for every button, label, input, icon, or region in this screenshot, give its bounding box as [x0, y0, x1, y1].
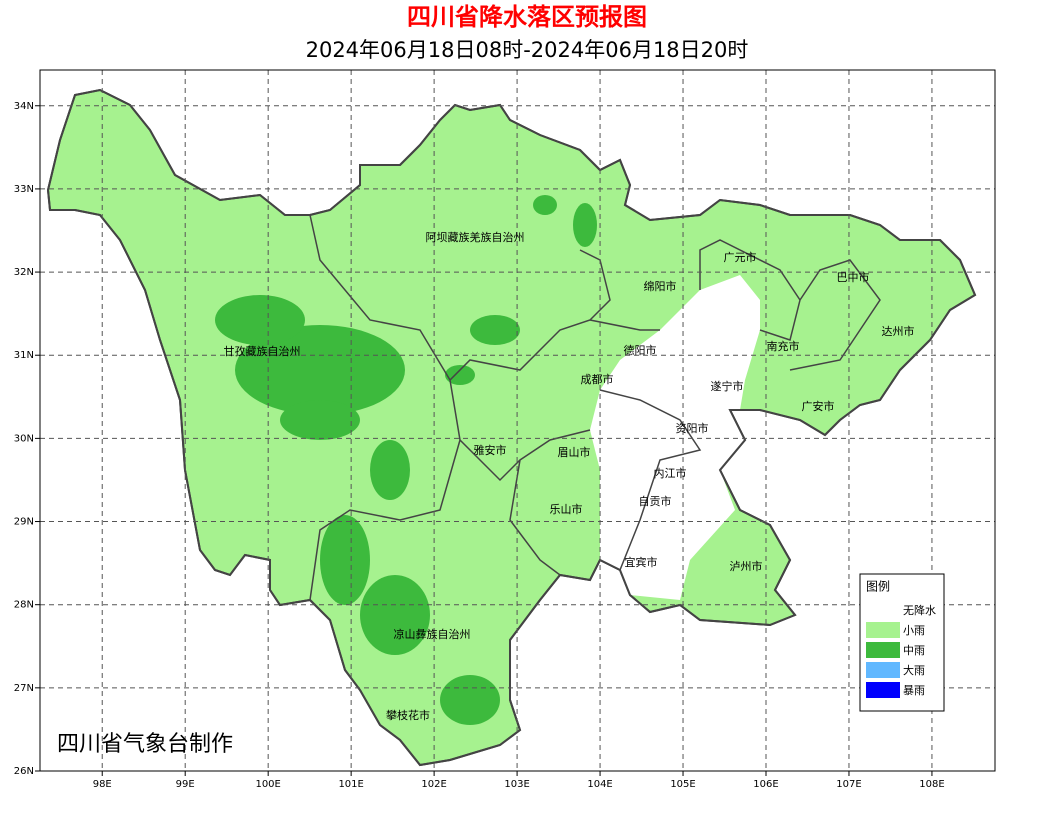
y-tick-label: 29N — [14, 517, 34, 528]
legend-label: 大雨 — [903, 663, 925, 677]
legend-swatch — [866, 622, 900, 638]
moderate-rain-area — [360, 575, 430, 655]
region-label: 遂宁市 — [711, 379, 744, 393]
moderate-rain-area — [440, 675, 500, 725]
region-label: 泸州市 — [730, 559, 763, 573]
y-tick-label: 34N — [14, 101, 34, 112]
legend-swatch — [866, 682, 900, 698]
x-tick-label: 103E — [504, 779, 529, 790]
moderate-rain-area — [320, 515, 370, 605]
map-frame — [39, 69, 996, 772]
region-label: 内江市 — [654, 466, 687, 480]
region-label: 攀枝花市 — [386, 708, 430, 722]
province-shape — [46, 88, 977, 767]
x-tick-label: 101E — [338, 779, 363, 790]
region-label: 广元市 — [724, 250, 757, 264]
region-label: 甘孜藏族自治州 — [224, 344, 301, 358]
y-tick-label: 28N — [14, 600, 34, 611]
y-tick-label: 32N — [14, 267, 34, 278]
region-label: 达州市 — [882, 324, 915, 338]
y-tick-label: 26N — [14, 766, 34, 777]
region-label: 绵阳市 — [644, 279, 677, 293]
legend-swatch — [866, 662, 900, 678]
x-tick-label: 105E — [670, 779, 695, 790]
x-tick-label: 106E — [753, 779, 778, 790]
region-label: 成都市 — [581, 372, 614, 386]
subtitle: 2024年06月18日08时-2024年06月18日20时 — [306, 38, 749, 62]
legend-label: 暴雨 — [903, 684, 925, 697]
region-label: 乐山市 — [550, 502, 583, 516]
moderate-rain-area — [235, 325, 405, 415]
region-label: 资阳市 — [676, 421, 709, 435]
province-border — [46, 88, 977, 767]
x-tick-label: 107E — [836, 779, 861, 790]
no-rain-area — [590, 275, 760, 600]
moderate-rain-area — [370, 440, 410, 500]
x-tick-label: 98E — [93, 779, 112, 790]
region-label: 自贡市 — [639, 494, 672, 508]
prefecture-borders — [309, 214, 881, 601]
legend-title: 图例 — [866, 580, 890, 594]
legend-label: 中雨 — [903, 644, 925, 657]
region-label: 南充市 — [767, 339, 800, 353]
region-label: 眉山市 — [558, 445, 591, 459]
moderate-rain-area — [470, 315, 520, 345]
region-label: 宜宾市 — [625, 555, 658, 569]
moderate-rain-areas — [215, 195, 597, 725]
region-label: 德阳市 — [624, 343, 657, 357]
legend-swatch — [866, 642, 900, 658]
region-label: 广安市 — [802, 399, 835, 413]
moderate-rain-area — [573, 203, 597, 247]
legend-swatch — [866, 602, 900, 618]
legend-label: 无降水 — [903, 603, 936, 617]
y-tick-label: 33N — [14, 184, 34, 195]
x-tick-label: 104E — [587, 779, 612, 790]
title: 四川省降水落区预报图 — [407, 3, 647, 31]
x-tick-label: 108E — [919, 779, 944, 790]
x-tick-label: 99E — [176, 779, 195, 790]
y-tick-label: 31N — [14, 350, 34, 361]
legend-label: 小雨 — [903, 624, 925, 637]
x-tick-label: 102E — [421, 779, 446, 790]
y-tick-label: 30N — [14, 433, 34, 444]
moderate-rain-area — [445, 365, 475, 385]
moderate-rain-area — [280, 400, 360, 440]
x-tick-label: 100E — [255, 779, 280, 790]
region-label: 巴中市 — [837, 270, 870, 284]
region-label: 凉山彝族自治州 — [394, 627, 471, 641]
moderate-rain-area — [533, 195, 557, 215]
credit: 四川省气象台制作 — [57, 732, 233, 757]
region-label: 阿坝藏族羌族自治州 — [426, 230, 525, 244]
moderate-rain-area — [215, 295, 305, 345]
y-tick-label: 27N — [14, 683, 34, 694]
region-label: 雅安市 — [474, 443, 507, 457]
